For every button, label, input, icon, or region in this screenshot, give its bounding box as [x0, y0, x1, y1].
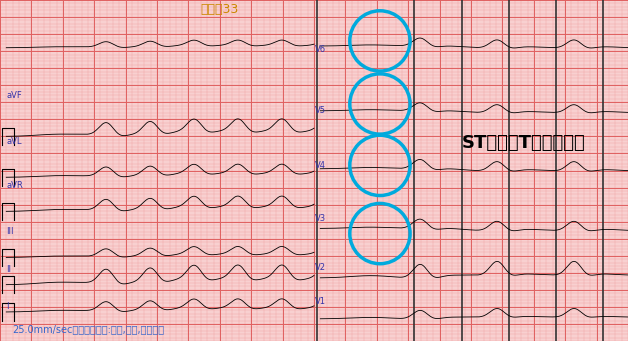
Text: II: II [6, 265, 11, 274]
Text: V6: V6 [315, 45, 327, 54]
Text: 25.0mm/sec　　フィルタ:なし,筋電,ドリフト: 25.0mm/sec フィルタ:なし,筋電,ドリフト [13, 324, 165, 334]
Text: ST低下、T波の陰転化: ST低下、T波の陰転化 [462, 134, 585, 152]
Text: V5: V5 [315, 106, 327, 115]
Text: V3: V3 [315, 214, 327, 223]
Text: aVL: aVL [6, 137, 22, 146]
Text: aVF: aVF [6, 91, 22, 100]
Text: V1: V1 [315, 297, 327, 306]
Text: III: III [6, 227, 14, 236]
Text: V4: V4 [315, 161, 327, 170]
Text: aVR: aVR [6, 181, 23, 190]
Text: V2: V2 [315, 263, 327, 272]
Text: I: I [6, 302, 9, 311]
Text: 心電図33: 心電図33 [201, 3, 239, 16]
